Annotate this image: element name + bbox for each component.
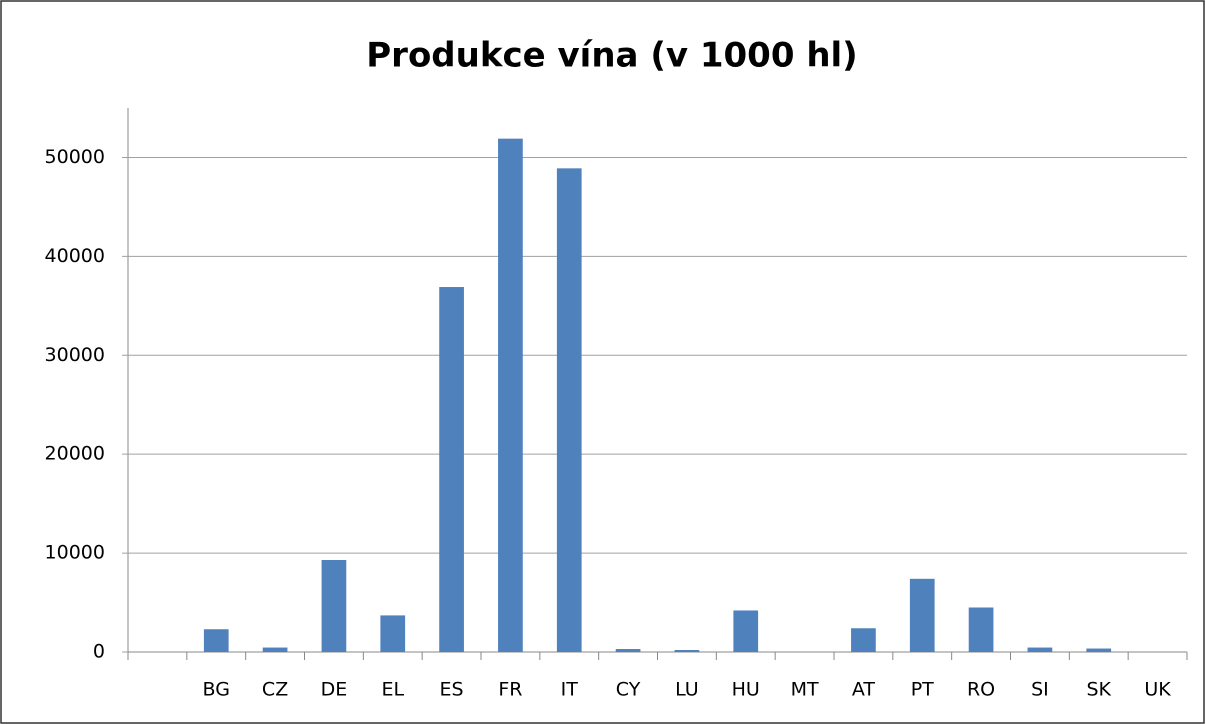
bar (851, 628, 876, 652)
y-tick-label: 10000 (45, 542, 105, 564)
x-tick-label: SK (1086, 679, 1111, 701)
bar (203, 629, 229, 652)
x-tick-label: ES (440, 679, 464, 701)
bar (1086, 648, 1112, 652)
x-tick-label: IT (561, 679, 579, 701)
x-tick-label: EL (381, 679, 404, 701)
bar (909, 578, 935, 652)
x-tick-label: MT (791, 679, 819, 701)
bar (380, 615, 406, 652)
y-tick-label: 0 (93, 641, 105, 663)
chart-title: Produkce vína (v 1000 hl) (366, 36, 857, 76)
bar (968, 607, 994, 652)
x-tick-label: FR (498, 679, 522, 701)
bar (733, 610, 759, 652)
bar (439, 287, 464, 652)
bar (556, 168, 582, 653)
bar (321, 560, 347, 652)
x-tick-label: RO (967, 679, 995, 701)
x-tick-label: PT (911, 679, 934, 701)
x-tick-label: UK (1144, 679, 1171, 701)
x-tick-label: BG (203, 679, 230, 701)
bar (674, 650, 700, 652)
bar (615, 649, 641, 652)
x-tick-label: SI (1031, 679, 1049, 701)
y-tick-label: 40000 (45, 245, 105, 267)
x-tick-label: DE (321, 679, 348, 701)
bar (498, 138, 523, 653)
bar (262, 647, 288, 652)
x-tick-label: CZ (262, 679, 288, 701)
x-tick-label: CY (616, 679, 641, 701)
bar (1027, 647, 1053, 652)
y-tick-label: 30000 (45, 344, 105, 366)
x-tick-label: AT (852, 679, 876, 701)
x-tick-label: LU (675, 679, 699, 701)
x-tick-label: HU (732, 679, 760, 701)
y-tick-label: 50000 (45, 146, 105, 168)
y-tick-label: 20000 (45, 443, 105, 465)
